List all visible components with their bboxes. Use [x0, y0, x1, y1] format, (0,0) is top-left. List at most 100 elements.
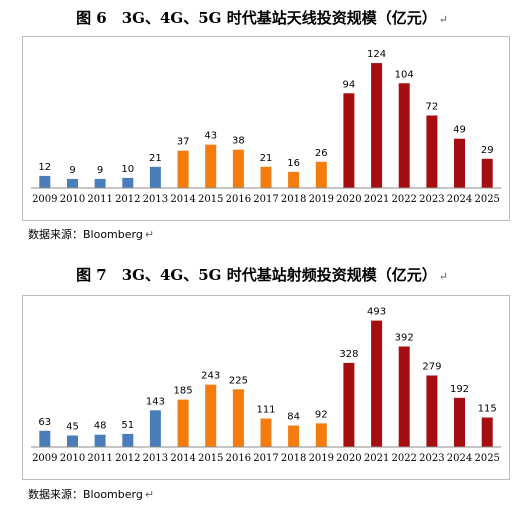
bar-2015: [205, 384, 217, 447]
bar-2016: [232, 149, 244, 188]
bar-2020: [343, 93, 355, 188]
data-label-2017: 111: [256, 405, 275, 416]
bar-2013: [149, 410, 161, 447]
bar-2023: [426, 115, 438, 188]
bar-2023: [426, 375, 438, 447]
data-label-2015: 243: [201, 371, 220, 382]
data-label-2011: 48: [94, 421, 107, 432]
chart-rf: 63 2009 45 2010 48 2011 51 2012 143 2013 185 2014 24…: [22, 295, 510, 480]
x-tick-label-2024: 2024: [447, 194, 472, 205]
data-label-2020: 94: [343, 79, 356, 90]
source-text: 数据来源：Bloomberg: [28, 488, 143, 501]
data-label-2022: 104: [395, 69, 414, 80]
bar-2021: [371, 63, 383, 188]
chart-title-text: 图 7 3G、4G、5G 时代基站射频投资规模（亿元）: [76, 266, 437, 284]
bar-2025: [481, 417, 493, 447]
x-tick-label-2009: 2009: [32, 194, 57, 205]
x-tick-label-2015: 2015: [198, 453, 223, 464]
x-tick-label-2014: 2014: [170, 453, 195, 464]
data-label-2021: 493: [367, 307, 386, 318]
x-tick-label-2012: 2012: [115, 453, 140, 464]
x-tick-label-2013: 2013: [143, 194, 168, 205]
x-tick-label-2025: 2025: [474, 453, 499, 464]
chart-title-antenna: 图 6 3G、4G、5G 时代基站天线投资规模（亿元） ↵: [0, 7, 524, 28]
data-label-2010: 45: [66, 422, 79, 433]
chart-title-text: 图 6 3G、4G、5G 时代基站天线投资规模（亿元）: [76, 9, 437, 27]
data-label-2022: 392: [395, 333, 414, 344]
x-tick-label-2025: 2025: [474, 194, 499, 205]
data-label-2025: 115: [478, 404, 497, 415]
bar-2009: [39, 175, 51, 188]
x-tick-label-2017: 2017: [253, 453, 278, 464]
bar-2010: [67, 178, 78, 188]
return-mark: ↵: [438, 270, 448, 283]
data-label-2012: 10: [121, 164, 134, 175]
x-tick-label-2020: 2020: [336, 453, 361, 464]
x-tick-label-2021: 2021: [364, 453, 389, 464]
data-label-2020: 328: [339, 349, 358, 360]
x-tick-label-2023: 2023: [419, 194, 444, 205]
x-tick-label-2023: 2023: [419, 453, 444, 464]
bar-2019: [315, 423, 327, 447]
x-tick-label-2019: 2019: [309, 453, 334, 464]
x-tick-label-2011: 2011: [87, 453, 112, 464]
data-label-2011: 9: [97, 165, 103, 176]
x-tick-label-2020: 2020: [336, 194, 361, 205]
bar-2015: [205, 144, 217, 188]
data-label-2016: 225: [229, 375, 248, 386]
data-label-2012: 51: [121, 420, 134, 431]
x-tick-label-2016: 2016: [226, 453, 251, 464]
x-tick-label-2019: 2019: [309, 194, 334, 205]
source-text: 数据来源：Bloomberg: [28, 228, 143, 241]
data-label-2017: 21: [260, 153, 273, 164]
bar-2011: [94, 178, 106, 188]
bar-2021: [371, 320, 383, 447]
bar-chart-antenna: 12 2009 9 2010 9 2011 10 2012 21 2013 37 2014 43 2015…: [31, 49, 501, 205]
x-tick-label-2018: 2018: [281, 453, 306, 464]
x-tick-label-2017: 2017: [253, 194, 278, 205]
bar-chart-rf: 63 2009 45 2010 48 2011 51 2012 143 2013 185 2014 24…: [31, 307, 501, 464]
return-mark: ↵: [144, 488, 155, 501]
bar-2012: [122, 177, 134, 188]
x-tick-label-2024: 2024: [447, 453, 472, 464]
return-mark: ↵: [144, 228, 155, 241]
data-label-2021: 124: [367, 49, 386, 60]
x-tick-label-2018: 2018: [281, 194, 306, 205]
bar-2024: [454, 397, 465, 447]
x-tick-label-2011: 2011: [87, 194, 112, 205]
data-label-2025: 29: [481, 145, 494, 156]
bar-2017: [260, 166, 272, 188]
bar-2018: [288, 425, 300, 447]
bar-2017: [260, 418, 272, 447]
data-label-2014: 37: [177, 137, 190, 148]
bar-2014: [177, 399, 189, 447]
chart-antenna: 12 2009 9 2010 9 2011 10 2012 21 2013 37 2014 43 2015…: [22, 36, 510, 221]
bar-2016: [232, 389, 244, 447]
data-label-2019: 26: [315, 148, 328, 159]
data-label-2009: 12: [38, 162, 51, 173]
data-label-2009: 63: [38, 417, 51, 428]
x-tick-label-2022: 2022: [391, 194, 416, 205]
bar-2019: [315, 161, 327, 188]
bar-2022: [398, 83, 410, 188]
bar-2012: [122, 433, 134, 447]
x-tick-label-2022: 2022: [391, 453, 416, 464]
x-tick-label-2010: 2010: [60, 194, 85, 205]
x-tick-label-2009: 2009: [32, 453, 57, 464]
data-label-2013: 21: [149, 153, 162, 164]
data-label-2014: 185: [174, 386, 193, 397]
data-label-2018: 84: [287, 412, 300, 423]
bar-2013: [149, 166, 161, 188]
bar-2024: [454, 138, 465, 189]
x-tick-label-2012: 2012: [115, 194, 140, 205]
bar-2020: [343, 362, 355, 447]
bar-2025: [481, 158, 493, 188]
chart-title-rf: 图 7 3G、4G、5G 时代基站射频投资规模（亿元） ↵: [0, 264, 524, 285]
source-note-rf: 数据来源：Bloomberg ↵: [28, 486, 154, 502]
data-label-2013: 143: [146, 396, 165, 407]
bar-2011: [94, 434, 106, 447]
data-label-2024: 192: [450, 384, 469, 395]
data-label-2023: 72: [426, 102, 439, 113]
x-tick-label-2021: 2021: [364, 194, 389, 205]
data-label-2019: 92: [315, 409, 328, 420]
